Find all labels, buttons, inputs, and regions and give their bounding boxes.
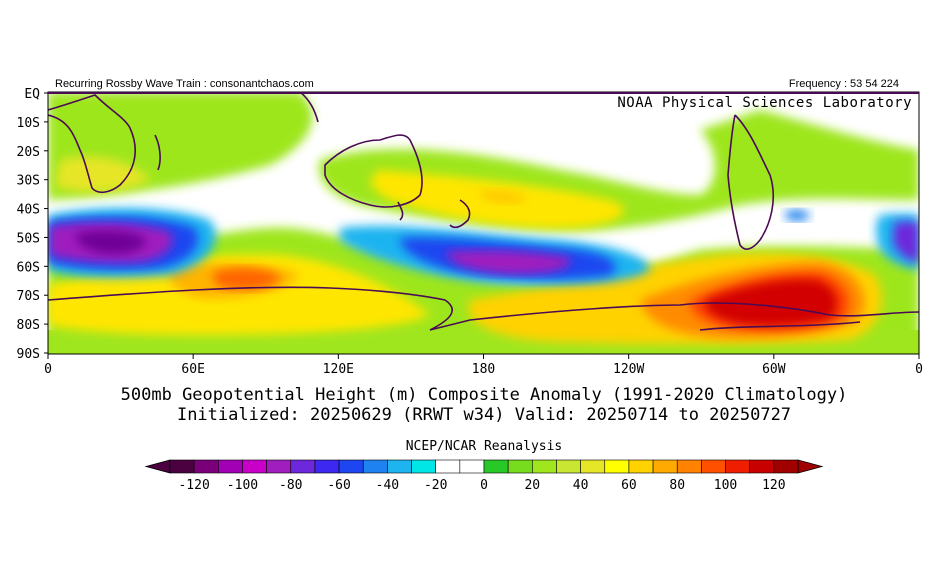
lon-tick-label: 120E (323, 362, 354, 377)
colorbar-swatch (604, 459, 630, 474)
colorbar-swatch (725, 459, 750, 474)
colorbar-swatch (314, 459, 340, 474)
colorbar-tick-label: -60 (327, 478, 350, 493)
plot-subtitle: Initialized: 20250629 (RRWT w34) Valid: … (176, 405, 792, 425)
colorbar-tick-label: -80 (279, 478, 302, 493)
colorbar-swatch (411, 459, 436, 474)
colorbar-swatch (290, 459, 316, 474)
lat-tick-label: 20S (17, 145, 40, 160)
colorbar-swatch (242, 459, 267, 474)
colorbar-swatch (556, 459, 581, 474)
colorbar-swatch (532, 459, 557, 474)
colorbar-tick-label: 20 (524, 478, 540, 493)
colorbar-tick-label: -40 (376, 478, 399, 493)
colorbar-swatch (652, 459, 678, 474)
lat-tick-label: 80S (17, 318, 40, 333)
colorbar-arrow-left (144, 459, 171, 474)
coastlines (48, 92, 919, 331)
colorbar-swatch (507, 459, 533, 474)
lat-tick-label: 50S (17, 231, 40, 246)
colorbar-source-label: NCEP/NCAR Reanalysis (405, 439, 563, 454)
colorbar-tick-label: -20 (424, 478, 447, 493)
colorbar: -120 -100 -80 -60 -40 -20 0 20 40 60 80 100 120 (144, 459, 824, 493)
lon-tick-label: 120W (613, 362, 644, 377)
colorbar-swatch (628, 459, 654, 474)
colorbar-swatch (362, 459, 388, 474)
latitude-axis: EQ 10S 20S 30S 40S 50S 60S 70S 80S 90S (17, 87, 48, 362)
lon-tick-label: 180 (472, 362, 495, 377)
colorbar-swatch (483, 459, 509, 474)
lon-tick-label: 0 (44, 362, 52, 377)
colorbar-swatch (580, 459, 606, 474)
colorbar-tick-label: 100 (714, 478, 737, 493)
colorbar-tick-label: 40 (573, 478, 589, 493)
colorbar-swatch (773, 459, 799, 474)
colorbar-arrow-right (797, 459, 824, 474)
colorbar-tick-label: 0 (480, 478, 488, 493)
colorbar-swatch (387, 459, 412, 474)
colorbar-swatch (193, 459, 219, 474)
lat-tick-label: EQ (24, 87, 40, 102)
attribution-label: Recurring Rossby Wave Train : consonantc… (55, 78, 314, 90)
longitude-axis: 0 60E 120E 180 120W 60W 0 (44, 354, 923, 377)
colorbar-swatch (266, 459, 292, 474)
colorbar-swatch (459, 459, 485, 474)
lat-tick-label: 40S (17, 203, 40, 218)
colorbar-swatch (701, 459, 726, 474)
anomaly-field (48, 92, 919, 354)
colorbar-swatch (749, 459, 775, 474)
lon-tick-label: 60W (762, 362, 786, 377)
colorbar-tick-label: -120 (178, 478, 209, 493)
colorbar-tick-label: 60 (621, 478, 637, 493)
lab-label: NOAA Physical Sciences Laboratory (617, 95, 912, 111)
colorbar-swatch (169, 459, 195, 474)
colorbar-tick-label: 120 (762, 478, 785, 493)
lat-tick-label: 10S (17, 116, 40, 131)
colorbar-tick-label: 80 (669, 478, 685, 493)
frequency-label: Frequency : 53 54 224 (788, 78, 899, 90)
lon-tick-label: 60E (181, 362, 204, 377)
plot-title: 500mb Geopotential Height (m) Composite … (120, 385, 848, 405)
lat-tick-label: 90S (17, 347, 40, 362)
lat-tick-label: 70S (17, 289, 40, 304)
lat-tick-label: 60S (17, 260, 40, 275)
lat-tick-label: 30S (17, 174, 40, 189)
colorbar-tick-label: -100 (227, 478, 258, 493)
colorbar-swatch (435, 459, 461, 474)
colorbar-swatch (338, 459, 364, 474)
colorbar-swatch (218, 459, 243, 474)
colorbar-swatch (676, 459, 702, 474)
lon-tick-label: 0 (915, 362, 923, 377)
